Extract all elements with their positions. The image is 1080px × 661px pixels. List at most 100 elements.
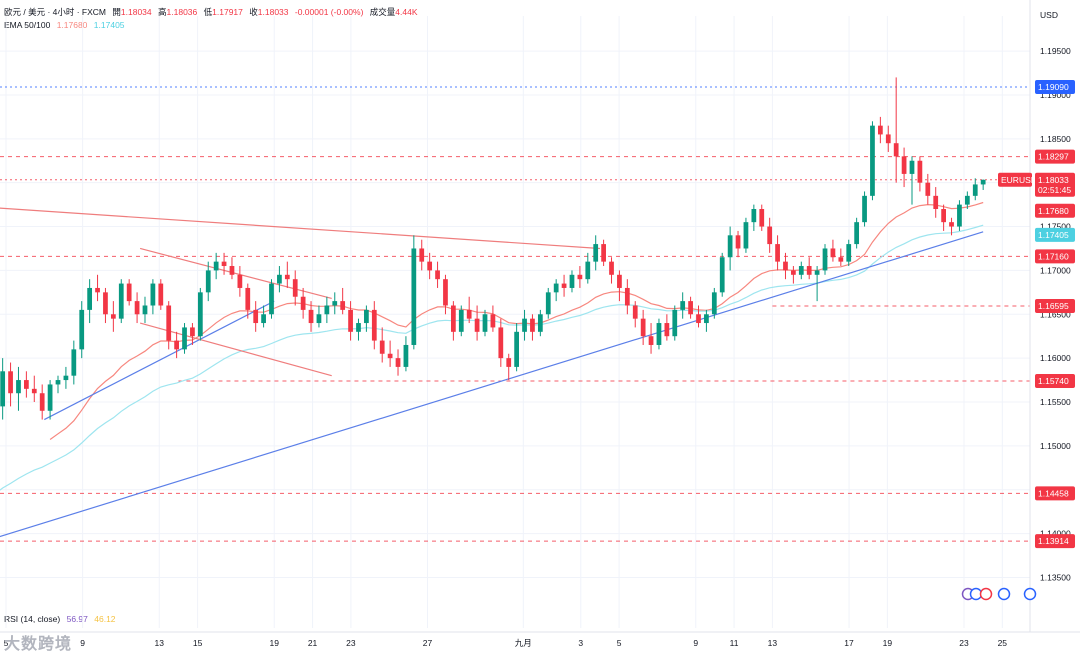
candle-body xyxy=(577,274,583,280)
candle-body xyxy=(490,314,496,328)
candle-body xyxy=(205,270,211,293)
candle-body xyxy=(704,314,709,324)
x-tick-label: 23 xyxy=(959,638,969,648)
horizontal-levels xyxy=(0,86,1030,542)
candle-body xyxy=(308,309,314,324)
x-tick-label: 13 xyxy=(768,638,778,648)
open-label: 開 xyxy=(112,7,121,17)
candle-body xyxy=(237,274,243,288)
watermark-logo: 大数跨境 xyxy=(4,636,73,653)
candle-body xyxy=(783,261,788,271)
candle-body xyxy=(838,257,844,262)
countdown-text: 02:51:45 xyxy=(1038,185,1071,195)
rsi-value: 56.97 xyxy=(66,614,88,624)
volume-value: 4.44K xyxy=(395,7,418,17)
candle-body xyxy=(284,274,290,280)
candle-body xyxy=(95,287,100,293)
open-value: 1.18034 xyxy=(120,7,152,17)
candle-body xyxy=(593,244,599,262)
y-tick-label: 1.15000 xyxy=(1040,441,1071,451)
candle-body xyxy=(292,279,298,297)
candle-body xyxy=(379,340,385,354)
candle-body xyxy=(545,292,551,315)
candle-body xyxy=(458,309,464,332)
price-tag-text: 1.19090 xyxy=(1038,82,1069,92)
currency-label[interactable]: USD xyxy=(1040,10,1058,20)
candle-body xyxy=(664,323,670,337)
economic-event-icon xyxy=(997,587,1011,601)
price-tag xyxy=(1035,373,1075,388)
grid xyxy=(0,16,1030,628)
ema-lines xyxy=(0,201,984,491)
candle-body xyxy=(972,184,978,196)
price-tag-text: 1.13914 xyxy=(1038,536,1069,546)
event-icons[interactable] xyxy=(961,587,1037,601)
time-axis[interactable]: 5 9 13 15 19 21 23 27 九月 3 5 9 11 13 17 19 23 25 xyxy=(0,631,1080,648)
candle-body xyxy=(498,327,504,359)
candle-body xyxy=(348,309,353,332)
candle-body xyxy=(110,314,116,319)
trend-line-support xyxy=(0,231,984,538)
x-tick-label: 19 xyxy=(883,638,893,648)
candle-body xyxy=(537,314,543,332)
candle-body xyxy=(31,388,37,394)
y-tick-label: 1.18500 xyxy=(1040,134,1071,144)
candle-body xyxy=(387,353,393,359)
candle-body xyxy=(47,384,53,411)
candle-body xyxy=(142,305,148,315)
candle-body xyxy=(221,261,227,267)
high-value: 1.18036 xyxy=(166,7,198,17)
candle-body xyxy=(466,309,472,319)
x-tick-label: 15 xyxy=(193,638,203,648)
ema-legend[interactable]: EMA 50/100 1.17680 1.17405 xyxy=(4,20,125,30)
candle-body xyxy=(174,340,179,350)
candle-body xyxy=(775,244,780,262)
volume-label: 成交量 xyxy=(369,7,396,17)
price-tag xyxy=(1035,486,1075,501)
candle-body xyxy=(941,209,946,223)
candle-body xyxy=(403,344,409,367)
candle-body xyxy=(87,287,93,310)
trend-lines[interactable] xyxy=(0,207,984,540)
candle-body xyxy=(870,125,875,196)
candle-body xyxy=(656,323,662,345)
economic-event-icon xyxy=(979,587,993,601)
candle-body xyxy=(885,134,891,144)
price-tag-text: 1.18297 xyxy=(1038,152,1069,162)
x-tick-label: 九月 xyxy=(515,638,532,648)
x-tick-label: 11 xyxy=(730,638,739,648)
price-tag-text: 1.17405 xyxy=(1038,230,1069,240)
candle-body xyxy=(553,283,559,293)
x-tick-label: 9 xyxy=(693,638,698,648)
change-value: -0.00001 (-0.00%) xyxy=(294,7,364,17)
candle-body xyxy=(269,283,274,315)
candle-body xyxy=(245,287,251,310)
candle-body xyxy=(925,182,931,196)
candle-body xyxy=(514,331,520,367)
symbol-name[interactable]: 欧元 / 美元 · 4小时 · FXCM xyxy=(4,7,107,17)
candle-body xyxy=(443,279,448,306)
x-tick-label: 19 xyxy=(270,638,280,648)
candle-body xyxy=(182,327,187,350)
candle-body xyxy=(806,266,812,275)
candle-body xyxy=(356,323,361,332)
x-tick-label: 21 xyxy=(308,638,318,648)
trend-line-support xyxy=(44,300,275,421)
candle-body xyxy=(364,309,369,324)
candle-body xyxy=(617,274,622,288)
trend-line-resistance xyxy=(0,207,601,250)
candle-body xyxy=(696,314,701,324)
y-tick-label: 1.17000 xyxy=(1040,265,1071,275)
candle-body xyxy=(949,222,954,227)
candle-body xyxy=(957,204,962,227)
x-tick-label: 9 xyxy=(80,638,85,648)
x-tick-label: 27 xyxy=(423,638,433,648)
price-tag-text: 1.16595 xyxy=(1038,301,1069,311)
candle-body xyxy=(166,305,172,341)
candle-body xyxy=(814,270,820,275)
candle-body xyxy=(213,261,219,271)
candle-body xyxy=(893,143,899,157)
candle-body xyxy=(735,235,741,249)
rsi-legend[interactable]: RSI (14, close) 56.97 46.12 xyxy=(4,614,116,624)
